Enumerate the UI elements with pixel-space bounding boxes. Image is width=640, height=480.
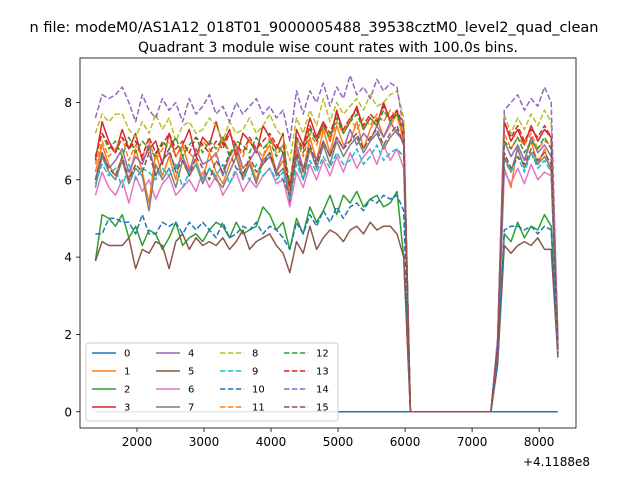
x-offset-label: +4.1188e8 <box>523 455 590 469</box>
x-tick-label: 4000 <box>256 435 287 449</box>
legend-label-5: 5 <box>188 367 194 378</box>
legend-label-11: 11 <box>252 403 265 414</box>
y-tick-label: 8 <box>64 96 72 110</box>
series-layer <box>94 74 559 413</box>
legend-label-3: 3 <box>124 403 130 414</box>
legend-label-0: 0 <box>124 349 130 360</box>
y-tick-label: 2 <box>64 328 72 342</box>
y-tick-label: 6 <box>64 173 72 187</box>
legend-box <box>85 342 339 422</box>
legend-label-7: 7 <box>188 403 194 414</box>
plot-frame <box>79 57 577 429</box>
legend-label-14: 14 <box>316 385 329 396</box>
figure-suptitle: n file: modeM0/AS1A12_018T01_9000005488_… <box>30 20 599 36</box>
tick-layer: 2000 3000 4000 5000 6000 7000 8000 0 2 4 6 8 <box>64 96 554 449</box>
x-tick-label: 7000 <box>457 435 488 449</box>
legend-label-12: 12 <box>316 349 329 360</box>
x-tick-label: 3000 <box>189 435 220 449</box>
legend-label-13: 13 <box>316 367 329 378</box>
series-line-8 <box>94 90 559 413</box>
series-line-10 <box>95 194 559 413</box>
legend-label-8: 8 <box>252 349 258 360</box>
legend-label-10: 10 <box>252 385 265 396</box>
legend-label-1: 1 <box>124 367 130 378</box>
x-tick-label: 2000 <box>122 435 153 449</box>
y-tick-label: 0 <box>64 405 72 419</box>
legend-label-2: 2 <box>124 385 130 396</box>
y-tick-label: 4 <box>64 251 72 265</box>
legend-label-9: 9 <box>252 367 258 378</box>
legend-label-15: 15 <box>316 403 329 414</box>
x-tick-label: 6000 <box>390 435 421 449</box>
legend-label-4: 4 <box>188 349 194 360</box>
series-line-15 <box>94 124 559 413</box>
x-tick-label: 5000 <box>323 435 354 449</box>
x-tick-label: 8000 <box>524 435 555 449</box>
chart-title: Quadrant 3 module wise count rates with … <box>138 40 518 56</box>
legend-label-6: 6 <box>188 385 194 396</box>
